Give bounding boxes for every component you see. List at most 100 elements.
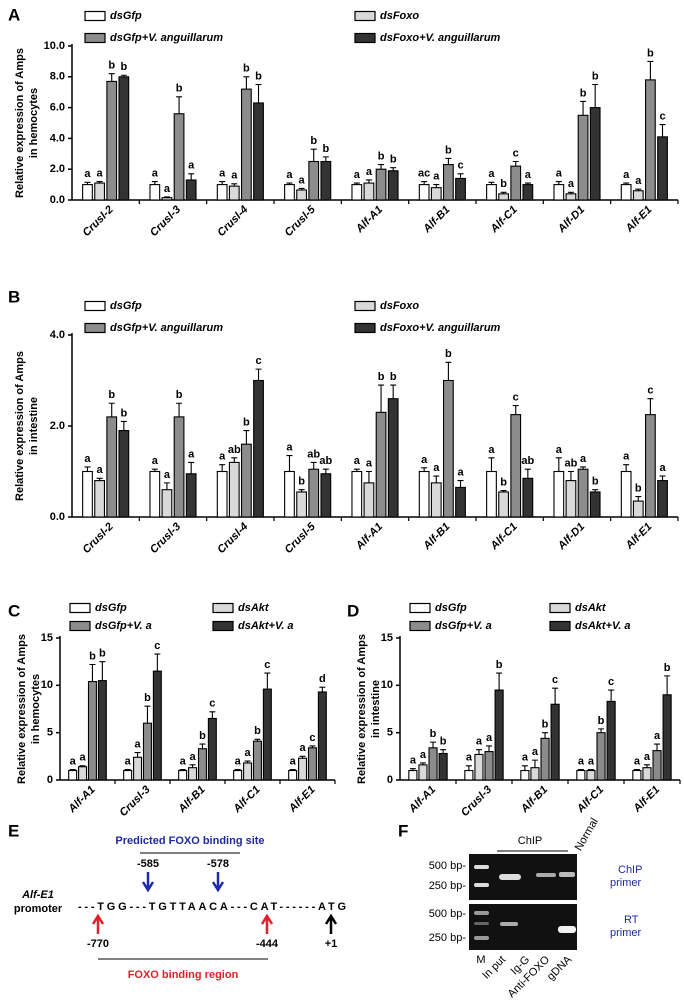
y-tick-label: 0.0 (50, 511, 65, 523)
error-bar (219, 180, 226, 185)
x-tick-label: Crusl-4 (215, 521, 250, 556)
bar (228, 185, 240, 201)
letter: ab (228, 444, 241, 456)
bar (185, 473, 197, 518)
x-tick-label: Alf-B1 (176, 784, 208, 816)
error-bar (163, 196, 170, 198)
bar (296, 189, 308, 201)
letter: a (654, 730, 661, 742)
letter: a (433, 171, 440, 183)
legend-swatch (354, 10, 376, 22)
bar (438, 752, 448, 781)
bar (484, 751, 494, 781)
error-bar (189, 764, 196, 768)
letter: b (580, 87, 587, 99)
bar (351, 470, 363, 518)
error-bar (99, 661, 106, 681)
y-tick-label: 5 (387, 727, 393, 739)
letter: a (623, 169, 630, 181)
bar (644, 414, 656, 518)
bar (520, 769, 530, 781)
letter: a (568, 178, 575, 190)
bar (589, 491, 601, 518)
gel (469, 854, 577, 900)
error-bar (309, 745, 316, 748)
y-tick-label: 2.0 (50, 163, 65, 175)
letter: a (84, 168, 91, 180)
panel-label: E (8, 821, 19, 840)
letter: ab (319, 455, 332, 467)
letter: b (254, 725, 261, 737)
primer: ChIP (618, 864, 642, 876)
error-bar (134, 751, 141, 758)
band (499, 874, 521, 880)
legend-swatch (84, 322, 106, 334)
letter: a (299, 174, 306, 186)
error-bar (231, 457, 238, 463)
letter: c (659, 110, 665, 122)
error-bar (378, 384, 385, 413)
bar (550, 703, 560, 781)
letter: ab (307, 448, 320, 460)
y-tick-label: 0.0 (50, 194, 65, 206)
bar (307, 747, 317, 781)
letter: b (89, 650, 96, 662)
legend-swatch (409, 620, 431, 632)
error-bar (96, 180, 103, 184)
letter: b (199, 730, 206, 742)
x-tick-label: Crusl-3 (117, 784, 152, 819)
legend-label: dsGfp (95, 602, 127, 614)
marker: 250 bp- (429, 932, 467, 944)
x-tick-label: Crusl-2 (81, 521, 116, 556)
bar (657, 136, 668, 201)
bar (606, 700, 616, 781)
region-pos: -444 (256, 938, 279, 950)
error-bar (299, 755, 306, 759)
error-bar (176, 402, 183, 417)
bar (418, 184, 430, 201)
bar (657, 480, 668, 518)
letter: c (264, 659, 270, 671)
letter: b (592, 476, 599, 488)
bar (387, 398, 399, 518)
band (559, 872, 575, 877)
error-bar (635, 188, 642, 191)
bar (418, 470, 430, 518)
x-tick-label: Crusl-3 (148, 521, 183, 556)
marker: 500 bp- (429, 908, 467, 920)
bar (161, 489, 173, 518)
letter: b (500, 178, 507, 190)
letter: b (108, 389, 115, 401)
bar (296, 491, 308, 518)
letter: b (255, 70, 262, 82)
error-bar (176, 96, 183, 114)
bar (577, 114, 589, 201)
error-bar (664, 675, 671, 695)
letter: b (120, 61, 127, 73)
letter: b (635, 482, 642, 494)
letter: c (608, 676, 614, 688)
letter: a (476, 736, 483, 748)
letter: a (588, 755, 595, 767)
panel-label: B (8, 287, 20, 306)
y-axis-title: in hemocytes (30, 674, 42, 744)
panel-e: E Predicted FOXO binding site -585 -578 … (8, 821, 346, 980)
error-bar (488, 457, 495, 472)
letter: ac (418, 167, 430, 179)
error-bar (531, 759, 538, 768)
letter: a (525, 169, 532, 181)
bar (78, 766, 88, 781)
legend-swatch (69, 620, 91, 632)
bar (474, 753, 484, 781)
legend-label: dsAkt (575, 602, 607, 614)
letter: a (152, 455, 159, 467)
bar (498, 193, 510, 201)
error-bar (390, 384, 397, 399)
y-tick-label: 5 (47, 727, 53, 739)
error-bar (486, 745, 493, 752)
letter: a (522, 752, 529, 764)
error-bar (108, 402, 115, 417)
x-tick-label: Crusl-5 (283, 203, 319, 239)
chart: D Relative expression of Amps in intestine… (347, 601, 681, 819)
